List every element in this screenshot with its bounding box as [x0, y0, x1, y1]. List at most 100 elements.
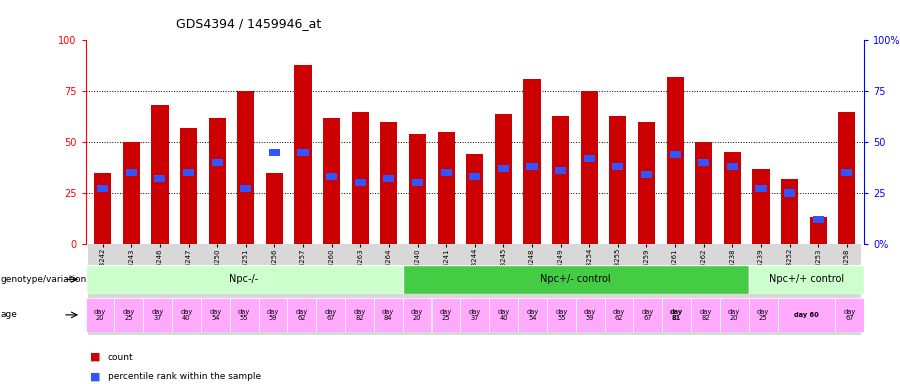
Bar	[352, 112, 369, 244]
Bar	[86, 298, 114, 332]
Bar	[461, 244, 489, 336]
Bar	[266, 173, 283, 244]
Text: day
55: day 55	[555, 309, 567, 321]
Bar	[552, 116, 569, 244]
Text: day
25: day 25	[757, 309, 770, 321]
Bar	[667, 77, 684, 244]
Text: day
55: day 55	[238, 309, 250, 321]
Bar	[437, 132, 454, 244]
Bar	[689, 244, 718, 336]
Bar	[209, 118, 226, 244]
Bar	[175, 244, 202, 336]
Bar	[117, 244, 146, 336]
Bar	[114, 298, 143, 332]
Bar	[718, 244, 747, 336]
Bar	[289, 244, 318, 336]
Text: Npc-/-: Npc-/-	[230, 274, 258, 285]
Bar	[498, 165, 509, 172]
Bar	[609, 116, 626, 244]
Bar	[518, 298, 547, 332]
Bar	[122, 142, 140, 244]
Bar	[374, 298, 402, 332]
Bar	[747, 244, 775, 336]
Text: day
20: day 20	[411, 309, 423, 321]
Bar	[526, 163, 537, 170]
Bar	[230, 298, 258, 332]
Bar	[778, 298, 835, 332]
Text: day
37: day 37	[151, 309, 164, 321]
Bar	[752, 169, 770, 244]
Bar	[146, 244, 175, 336]
Text: day
20: day 20	[728, 309, 741, 321]
Bar	[460, 298, 490, 332]
Bar	[576, 298, 605, 332]
Text: genotype/variation: genotype/variation	[1, 275, 87, 284]
Bar	[346, 244, 374, 336]
Text: Npc+/+ control: Npc+/+ control	[769, 274, 844, 285]
Text: day
59: day 59	[584, 309, 596, 321]
Bar	[94, 173, 112, 244]
Bar	[355, 179, 365, 186]
Bar	[670, 151, 680, 158]
Bar	[212, 159, 222, 166]
Text: Npc+/- control: Npc+/- control	[540, 274, 611, 285]
Bar	[126, 169, 137, 176]
Text: day
81: day 81	[670, 309, 683, 321]
Bar	[258, 298, 287, 332]
Bar	[86, 265, 402, 294]
Bar	[691, 298, 720, 332]
Bar	[143, 298, 172, 332]
Bar	[749, 265, 864, 294]
Text: day
37: day 37	[469, 309, 481, 321]
Bar	[720, 298, 749, 332]
Bar	[383, 175, 394, 182]
Bar	[662, 298, 691, 332]
Bar	[724, 152, 741, 244]
Bar	[661, 244, 689, 336]
Text: day 60: day 60	[794, 312, 819, 318]
Bar	[432, 244, 461, 336]
Bar	[575, 244, 604, 336]
Bar	[547, 298, 576, 332]
Bar	[231, 244, 260, 336]
Bar	[832, 244, 861, 336]
Bar	[403, 244, 432, 336]
Bar	[775, 244, 804, 336]
Bar	[287, 298, 316, 332]
Text: day
82: day 82	[699, 309, 712, 321]
Bar	[440, 169, 452, 176]
Bar	[260, 244, 289, 336]
Text: day
62: day 62	[613, 309, 625, 321]
Bar	[409, 134, 426, 244]
Text: day
40: day 40	[180, 309, 193, 321]
Bar	[781, 179, 798, 244]
Bar	[318, 244, 346, 336]
Bar	[172, 298, 201, 332]
Bar	[240, 185, 251, 192]
Text: day
82: day 82	[354, 309, 365, 321]
Bar	[201, 298, 230, 332]
Bar	[638, 122, 655, 244]
Bar	[183, 169, 194, 176]
Bar	[605, 298, 634, 332]
Text: day
62: day 62	[295, 309, 308, 321]
Bar	[804, 244, 833, 336]
Bar	[784, 189, 796, 197]
Text: percentile rank within the sample: percentile rank within the sample	[108, 372, 261, 381]
Text: age: age	[1, 310, 18, 319]
Text: day
54: day 54	[209, 309, 221, 321]
Text: GDS4394 / 1459946_at: GDS4394 / 1459946_at	[176, 17, 320, 30]
Bar	[842, 169, 852, 176]
Bar	[546, 244, 575, 336]
Bar	[294, 65, 311, 244]
Text: day
54: day 54	[526, 309, 538, 321]
Bar	[555, 167, 566, 174]
Bar	[518, 244, 546, 336]
Bar	[466, 154, 483, 244]
Text: ■: ■	[90, 371, 101, 381]
Bar	[755, 185, 767, 192]
Bar	[402, 298, 431, 332]
Text: day
84: day 84	[382, 309, 394, 321]
Bar	[612, 163, 624, 170]
Bar	[202, 244, 231, 336]
